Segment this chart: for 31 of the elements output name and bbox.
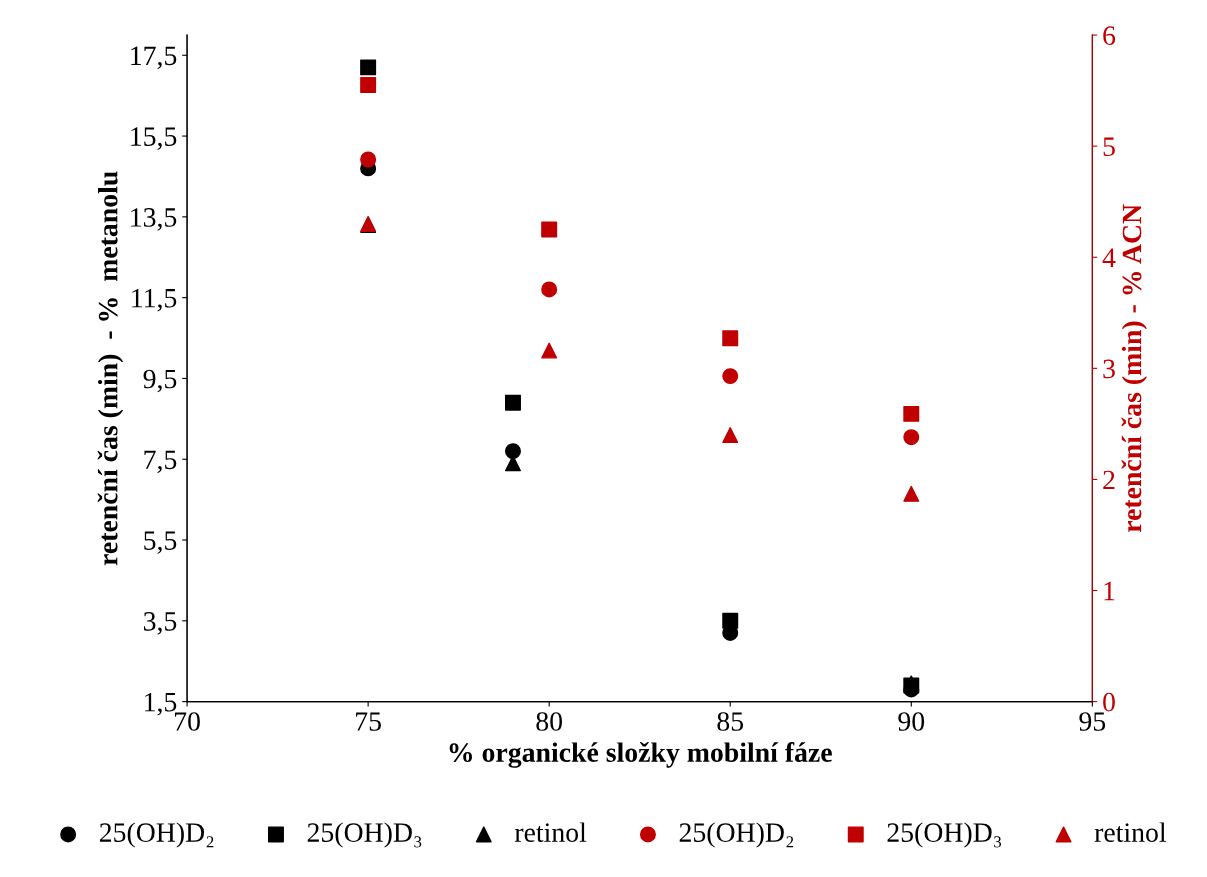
legend-label: 25(OH)D₂ <box>99 822 214 848</box>
y-tick-label: 3,5 <box>143 612 177 635</box>
y2-tick-label: 2 <box>1103 470 1115 490</box>
x-tick-label: 80 <box>536 712 563 731</box>
legend-label: 25(OH)D₃ <box>307 822 422 848</box>
y2-tick-label: 4 <box>1102 248 1116 267</box>
x-axis-title: % organické složky mobilní fáze <box>449 742 832 768</box>
legend-label: 25(OH)D₃ <box>887 822 1002 848</box>
y-axis-title: retenční čas (min) - % metanolu <box>97 171 124 566</box>
y-tick-label: 15,5 <box>131 127 177 150</box>
y2-tick-label: 3 <box>1103 359 1115 379</box>
legend-label: 25(OH)D₂ <box>679 822 794 848</box>
x-tick-label: 85 <box>717 712 744 731</box>
y-tick-label: 17,5 <box>131 46 177 70</box>
legend-label: retinol <box>514 822 587 842</box>
y2-tick-label: 0 <box>1103 692 1115 712</box>
x-tick-label: 75 <box>356 712 381 731</box>
x-tick-label: 90 <box>898 712 925 731</box>
y2-tick-label: 6 <box>1103 26 1116 45</box>
y-tick-label: 7,5 <box>144 450 177 474</box>
y-tick-label: 11,5 <box>132 288 177 312</box>
y-tick-label: 1,5 <box>145 692 177 716</box>
y-tick-label: 5,5 <box>144 531 177 554</box>
x-tick-label: 70 <box>175 712 200 731</box>
y2-axis-title: retenční čas (min) - % ACN <box>1121 204 1148 533</box>
y-tick-label: 13,5 <box>131 208 177 231</box>
y2-tick-label: 1 <box>1104 581 1115 601</box>
y2-tick-label: 5 <box>1103 137 1115 157</box>
x-tick-label: 95 <box>1079 712 1106 731</box>
y-tick-label: 9,5 <box>143 369 177 393</box>
legend-label: retinol <box>1094 822 1167 842</box>
